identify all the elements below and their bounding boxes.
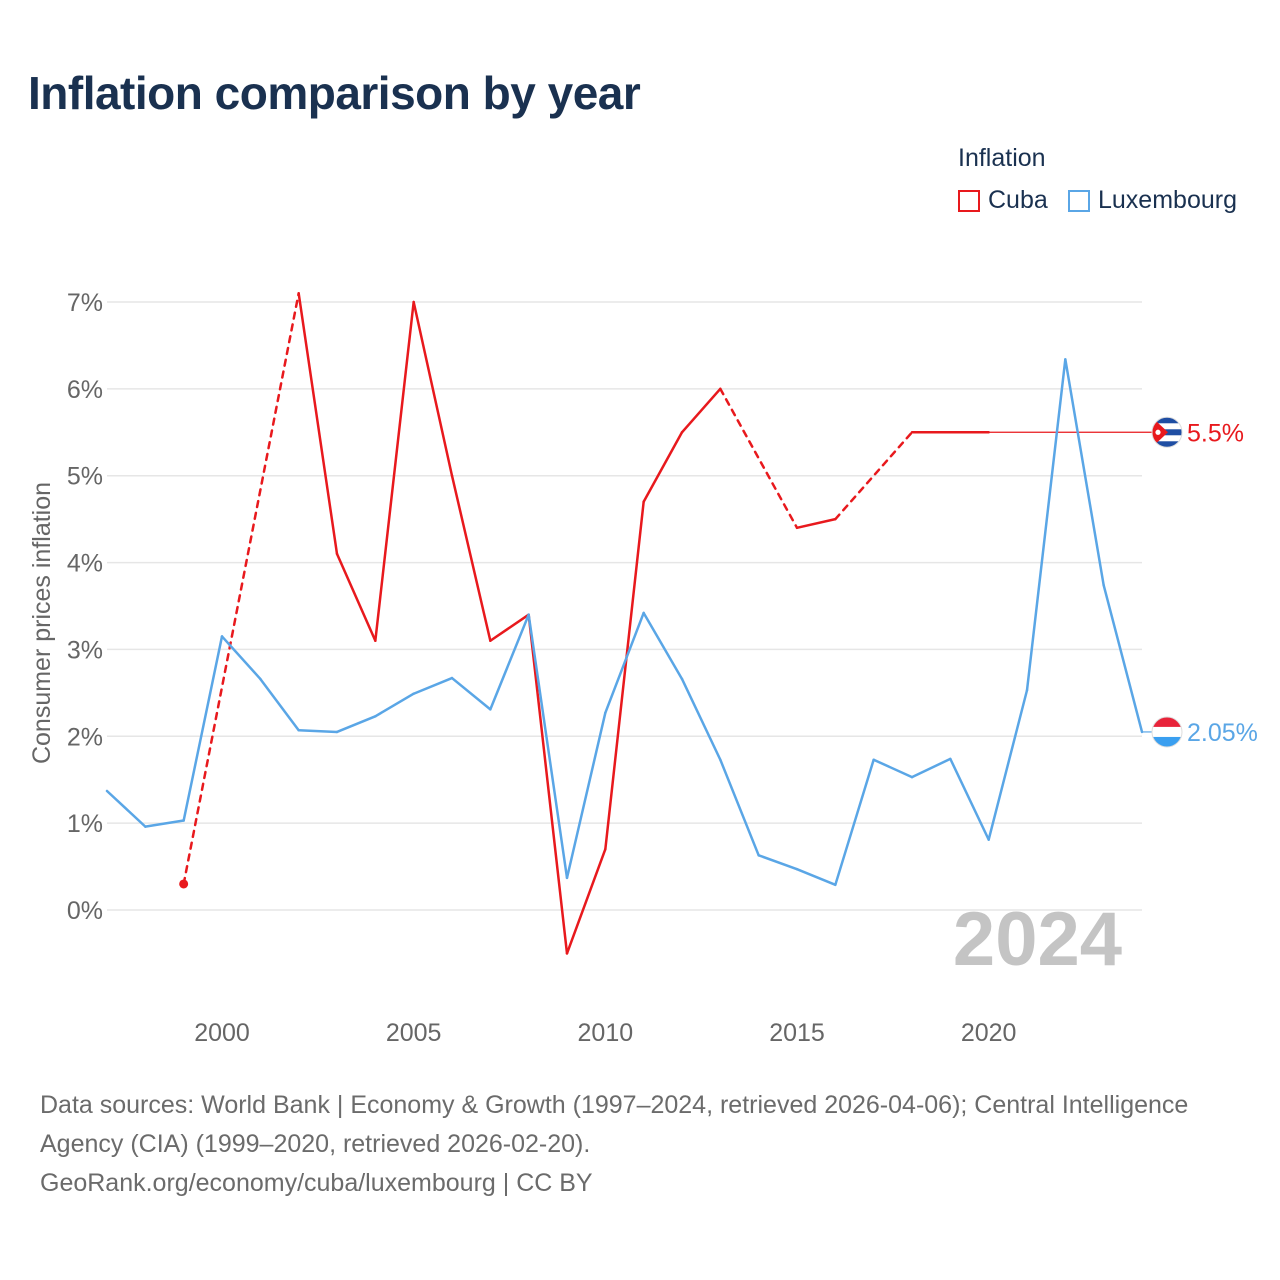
line-segment-cuba bbox=[374, 300, 415, 642]
line-segment-luxembourg bbox=[105, 789, 147, 828]
line-segment-luxembourg bbox=[297, 728, 339, 734]
line-segment-luxembourg bbox=[949, 757, 990, 841]
y-tick-label: 6% bbox=[67, 376, 103, 404]
chart-title: Inflation comparison by year bbox=[28, 67, 641, 119]
y-axis-label: Consumer prices inflation bbox=[28, 482, 56, 764]
x-tick-label: 2000 bbox=[194, 1019, 250, 1047]
line-segment-cuba bbox=[527, 613, 569, 955]
legend-swatch-luxembourg bbox=[1068, 189, 1090, 212]
line-segment-luxembourg bbox=[489, 613, 530, 711]
series-cuba bbox=[179, 292, 1152, 955]
line-segment-luxembourg bbox=[412, 676, 454, 695]
line-segment-luxembourg bbox=[182, 635, 224, 822]
series-lines bbox=[105, 292, 1152, 955]
line-segment-cuba bbox=[795, 517, 837, 530]
line-segment-luxembourg bbox=[910, 757, 952, 779]
line-segment-luxembourg bbox=[450, 676, 492, 711]
legend-item-cuba[interactable]: Cuba bbox=[958, 186, 1048, 215]
line-segment-luxembourg bbox=[374, 692, 415, 718]
line-segment-luxembourg bbox=[1064, 358, 1105, 587]
line-segment-luxembourg bbox=[259, 677, 300, 732]
y-tick-label: 1% bbox=[67, 810, 103, 838]
legend-label-luxembourg: Luxembourg bbox=[1098, 186, 1237, 214]
line-segment-luxembourg bbox=[565, 711, 607, 880]
y-tick-label: 7% bbox=[67, 289, 103, 317]
end-label-cuba: 5.5% bbox=[1187, 419, 1244, 447]
line-segment-cuba bbox=[335, 552, 377, 642]
line-segment-cuba bbox=[604, 500, 645, 851]
footer-sources: Data sources: World Bank | Economy & Gro… bbox=[40, 1091, 1189, 1158]
y-tick-label: 0% bbox=[67, 897, 103, 925]
y-tick-label: 2% bbox=[67, 723, 103, 751]
line-segment-cuba bbox=[297, 292, 339, 556]
line-segment-cuba bbox=[642, 431, 684, 504]
line-segment-cuba bbox=[412, 300, 454, 477]
line-segment-luxembourg bbox=[680, 677, 722, 761]
line-segment-luxembourg bbox=[795, 867, 837, 887]
x-tick-label: 2010 bbox=[578, 1019, 634, 1047]
line-chart: 0% 1% 2% 3% 4% 5% 6% 7% 2000 2005 2010 2015 2020 Co… bbox=[28, 289, 1258, 1047]
line-segment-luxembourg bbox=[144, 819, 185, 828]
y-tick-label: 4% bbox=[67, 550, 103, 578]
legend-title: Inflation bbox=[958, 144, 1046, 172]
line-segment-cuba bbox=[450, 474, 492, 642]
line-segment-luxembourg bbox=[872, 758, 914, 779]
line-segment-luxembourg bbox=[642, 611, 684, 681]
line-segment-cuba bbox=[182, 292, 300, 886]
year-watermark: 2024 bbox=[953, 897, 1122, 982]
legend-swatch-cuba bbox=[958, 189, 980, 212]
x-axis-ticks: 2000 2005 2010 2015 2020 bbox=[194, 1019, 1016, 1047]
line-segment-luxembourg bbox=[604, 611, 645, 715]
x-tick-label: 2020 bbox=[961, 1019, 1017, 1047]
line-segment-luxembourg bbox=[220, 635, 262, 681]
gridlines bbox=[107, 301, 1142, 911]
line-segment-cuba bbox=[834, 431, 914, 521]
line-segment-luxembourg bbox=[719, 758, 760, 857]
line-segment-cuba bbox=[565, 847, 607, 955]
y-tick-label: 5% bbox=[67, 463, 103, 491]
footer: Data sources: World Bank | Economy & Gro… bbox=[40, 1086, 1250, 1203]
legend-item-luxembourg[interactable]: Luxembourg bbox=[1068, 186, 1237, 215]
footer-credit[interactable]: GeoRank.org/economy/cuba/luxembourg | CC… bbox=[40, 1169, 593, 1197]
luxembourg-flag-icon bbox=[1151, 716, 1183, 748]
cuba-flag-icon bbox=[1151, 416, 1183, 448]
line-segment-luxembourg bbox=[527, 613, 569, 880]
end-labels: 5.5% 2.05% bbox=[1151, 416, 1258, 748]
y-tick-label: 3% bbox=[67, 636, 103, 664]
line-segment-luxembourg bbox=[987, 689, 1029, 841]
line-segment-luxembourg bbox=[1025, 358, 1067, 692]
line-segment-cuba bbox=[680, 387, 722, 434]
line-segment-cuba bbox=[489, 613, 530, 642]
legend-label-cuba: Cuba bbox=[988, 186, 1048, 214]
x-tick-label: 2015 bbox=[769, 1019, 825, 1047]
start-point-cuba bbox=[179, 879, 189, 889]
end-label-luxembourg: 2.05% bbox=[1187, 719, 1258, 747]
y-axis-ticks: 0% 1% 2% 3% 4% 5% 6% 7% bbox=[67, 289, 103, 925]
line-segment-cuba bbox=[719, 387, 799, 530]
line-segment-luxembourg bbox=[335, 715, 377, 734]
x-tick-label: 2005 bbox=[386, 1019, 442, 1047]
series-luxembourg bbox=[105, 358, 1152, 887]
line-segment-luxembourg bbox=[757, 854, 799, 871]
line-segment-luxembourg bbox=[1102, 583, 1144, 734]
line-segment-luxembourg bbox=[834, 758, 875, 887]
